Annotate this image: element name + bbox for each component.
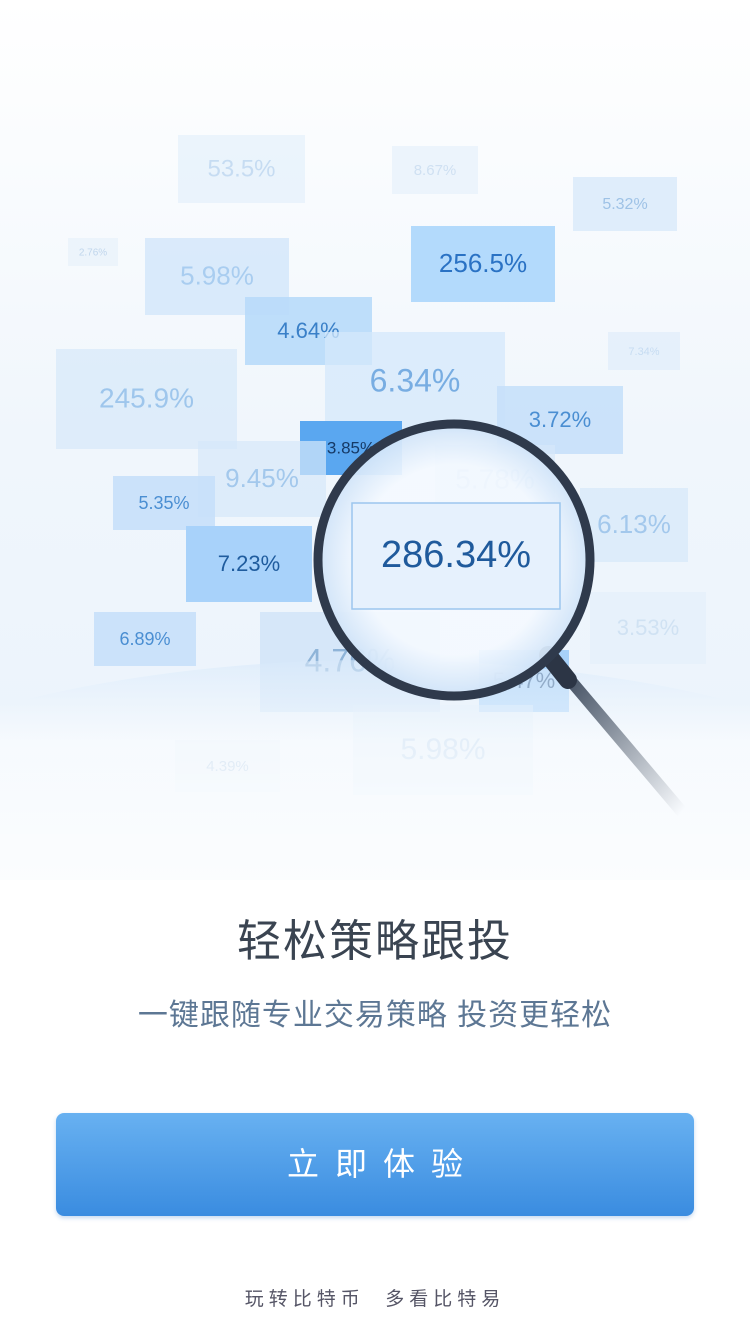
rate-value: 6.13% [597,509,671,539]
rate-value: 9.45% [225,463,299,493]
rate-value: 3.85% [327,438,375,457]
subtitle: 一键跟随专业交易策略 投资更轻松 [137,999,613,1032]
rate-value: 8.67% [414,162,457,179]
rate-tile [198,441,326,517]
rate-tile [113,476,215,530]
rate-tile [94,612,196,666]
rate-tile [178,135,305,203]
rate-value: 3.53% [617,615,679,640]
rate-tile [411,226,555,302]
rate-tile [590,592,706,664]
rate-tile [573,177,677,231]
rate-tile [56,349,237,449]
rate-value: 7.23% [218,551,280,576]
title: 轻松策略跟投 [237,917,513,966]
rate-value: 245.9% [99,382,194,413]
rate-value: 3.72% [529,407,591,432]
rate-tile [392,146,478,194]
rate-tile [608,332,680,370]
rate-value: 2.76% [79,248,107,259]
lens-tile [351,502,561,610]
start-button[interactable]: 立即体验 [56,1113,694,1216]
rate-value: 256.5% [439,248,527,278]
rate-value: 5.32% [602,196,647,213]
rate-tile [186,526,312,602]
rate-value: 6.34% [370,362,461,398]
rate-tile [580,488,688,562]
magnifier-handle [554,662,688,818]
lens-value: 286.34% [381,534,531,576]
rate-value: 5.98% [180,260,254,290]
rate-value: 7.34% [628,346,659,358]
footer-slogan: 玩转比特币 多看比特易 [244,1289,506,1310]
rate-tile [68,238,118,266]
rate-value: 6.89% [119,629,170,649]
rate-tile [325,332,505,432]
rate-value: 5.35% [138,493,189,513]
rate-value: 53.5% [207,155,275,182]
